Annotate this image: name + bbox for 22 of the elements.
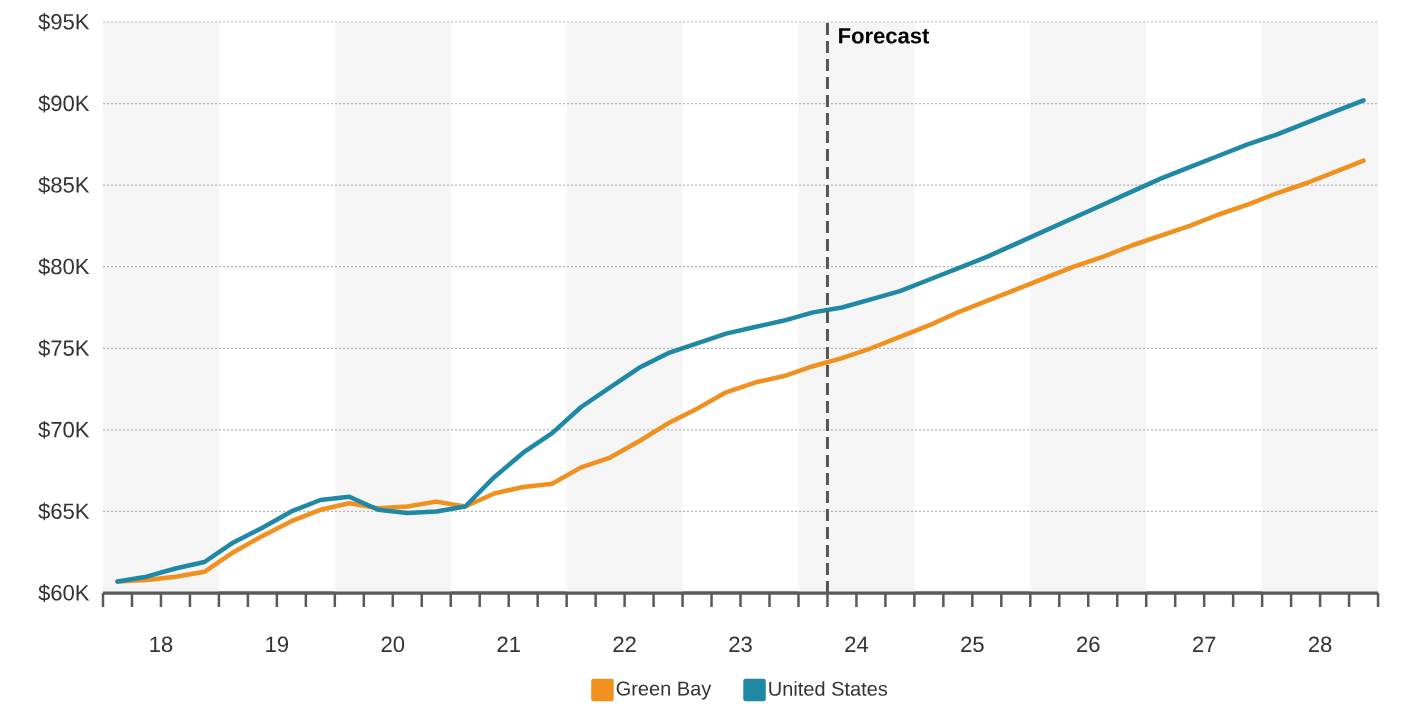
x-tick-label: 22 <box>613 636 636 652</box>
x-tick-label: 28 <box>1308 636 1332 653</box>
x-tick-label: 21 <box>497 636 520 652</box>
y-tick-label: $60K <box>38 584 90 602</box>
x-tick-label: 26 <box>1077 636 1100 653</box>
y-tick-label: $80K <box>38 257 90 276</box>
x-tick-label: 27 <box>1193 636 1216 652</box>
y-tick-label: $75K <box>38 339 90 358</box>
x-tick-label: 24 <box>845 636 869 652</box>
x-tick-label: 20 <box>381 636 405 653</box>
legend-label: Green Bay <box>616 681 712 700</box>
x-tick-label: 19 <box>266 636 289 653</box>
y-tick-label: $95K <box>38 13 90 31</box>
ref-line-label: Forecast <box>839 28 930 44</box>
y-tick-label: $65K <box>38 502 90 521</box>
y-tick-label: $90K <box>38 94 90 113</box>
x-tick-label: 23 <box>729 636 752 653</box>
x-tick-label: 18 <box>150 636 173 653</box>
y-tick-label: $70K <box>38 420 90 439</box>
x-tick-label: 25 <box>961 636 984 653</box>
y-tick-label: $85K <box>38 176 90 195</box>
legend-label: United States <box>769 681 888 696</box>
